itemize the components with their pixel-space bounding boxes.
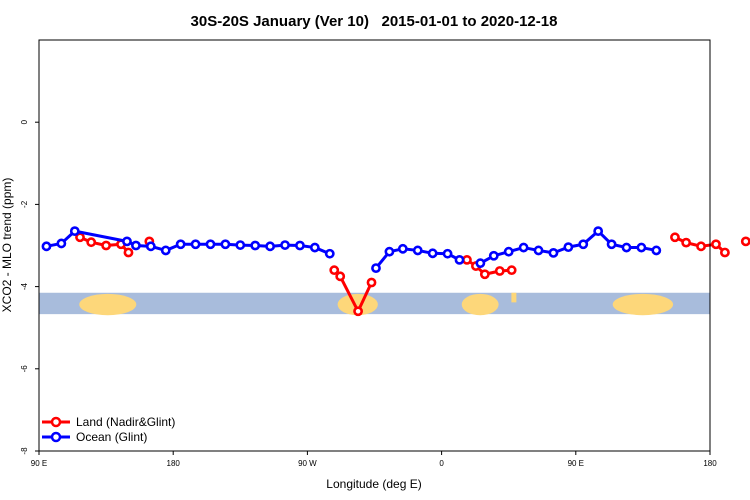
legend-ocean-label: Ocean (Glint) — [76, 430, 147, 444]
data-point — [475, 258, 486, 269]
series-layer — [41, 226, 750, 317]
data-point — [366, 277, 377, 288]
x-tick-label: 0 — [439, 459, 444, 468]
data-point — [503, 246, 514, 257]
data-point — [75, 232, 85, 243]
data-point — [265, 241, 276, 252]
data-point — [681, 237, 692, 248]
data-point — [101, 240, 111, 251]
x-tick-label: 90 E — [568, 459, 584, 468]
legend-ocean-marker — [50, 431, 62, 443]
x-tick-label: 180 — [703, 459, 717, 468]
data-point — [442, 248, 453, 259]
map-strip — [39, 292, 710, 316]
x-tick-label: 90 W — [298, 459, 317, 468]
map-land — [612, 293, 674, 316]
data-point — [621, 242, 632, 253]
y-tick-label: 0 — [20, 119, 29, 124]
data-point — [454, 254, 465, 265]
x-tick-label: 90 E — [31, 459, 47, 468]
series-ocean — [41, 226, 662, 274]
data-point — [329, 265, 340, 276]
data-point — [548, 247, 559, 258]
data-point — [250, 240, 261, 251]
data-point — [145, 241, 156, 252]
data-point — [578, 239, 589, 250]
x-axis-label: Longitude (deg E) — [326, 477, 421, 491]
data-point — [696, 241, 706, 252]
data-point — [235, 240, 246, 250]
data-point — [384, 246, 395, 257]
data-point — [563, 242, 574, 253]
data-point — [488, 250, 499, 261]
data-point — [56, 238, 67, 249]
data-point — [122, 236, 132, 247]
legend-land-label: Land (Nadir&Glint) — [76, 415, 175, 429]
y-axis-label: XCO2 - MLO trend (ppm) — [0, 178, 14, 313]
data-point — [462, 254, 472, 265]
data-point — [190, 239, 201, 250]
data-point — [720, 247, 730, 258]
map-land — [511, 292, 517, 303]
data-point — [397, 243, 408, 254]
data-point — [309, 242, 320, 253]
data-point — [371, 263, 381, 274]
data-point — [131, 240, 141, 251]
data-point — [69, 226, 80, 237]
plot-frame — [38, 39, 711, 452]
data-point — [86, 237, 97, 248]
map-land — [79, 293, 137, 316]
x-axis: 90 E 180 90 W 0 90 E 180 — [31, 451, 717, 468]
chart-title: 30S-20S January (Ver 10) 2015-01-01 to 2… — [191, 13, 558, 30]
data-point — [123, 247, 134, 258]
legend-land-marker — [50, 416, 62, 428]
data-point — [740, 236, 750, 247]
data-point — [220, 239, 231, 250]
data-point — [295, 240, 305, 251]
data-point — [412, 245, 423, 256]
data-point — [353, 306, 363, 317]
data-point — [324, 248, 335, 259]
data-point — [606, 239, 617, 250]
x-tick-label: 180 — [167, 459, 181, 468]
data-point — [494, 266, 505, 276]
data-point — [593, 226, 604, 237]
data-point — [280, 240, 290, 250]
data-point — [175, 239, 186, 250]
data-point — [41, 241, 52, 252]
data-point — [533, 245, 544, 256]
data-point — [518, 242, 529, 253]
y-tick-label: -4 — [20, 282, 29, 290]
map-land — [461, 293, 499, 316]
data-point — [205, 239, 216, 250]
data-point — [670, 232, 680, 243]
y-axis: 0 -2 -4 -6 -8 — [20, 119, 39, 455]
data-point — [651, 245, 662, 256]
y-tick-label: -6 — [20, 365, 29, 373]
data-point — [506, 265, 517, 276]
data-point — [427, 248, 438, 259]
data-point — [479, 269, 490, 280]
data-point — [335, 271, 346, 282]
y-tick-label: -2 — [20, 200, 29, 208]
data-point — [711, 239, 721, 250]
y-tick-label: -8 — [20, 447, 29, 455]
series-land — [75, 232, 750, 317]
data-point — [160, 245, 171, 256]
legend: Land (Nadir&Glint) Ocean (Glint) — [42, 415, 175, 444]
map-land — [337, 293, 378, 316]
data-point — [636, 242, 647, 253]
